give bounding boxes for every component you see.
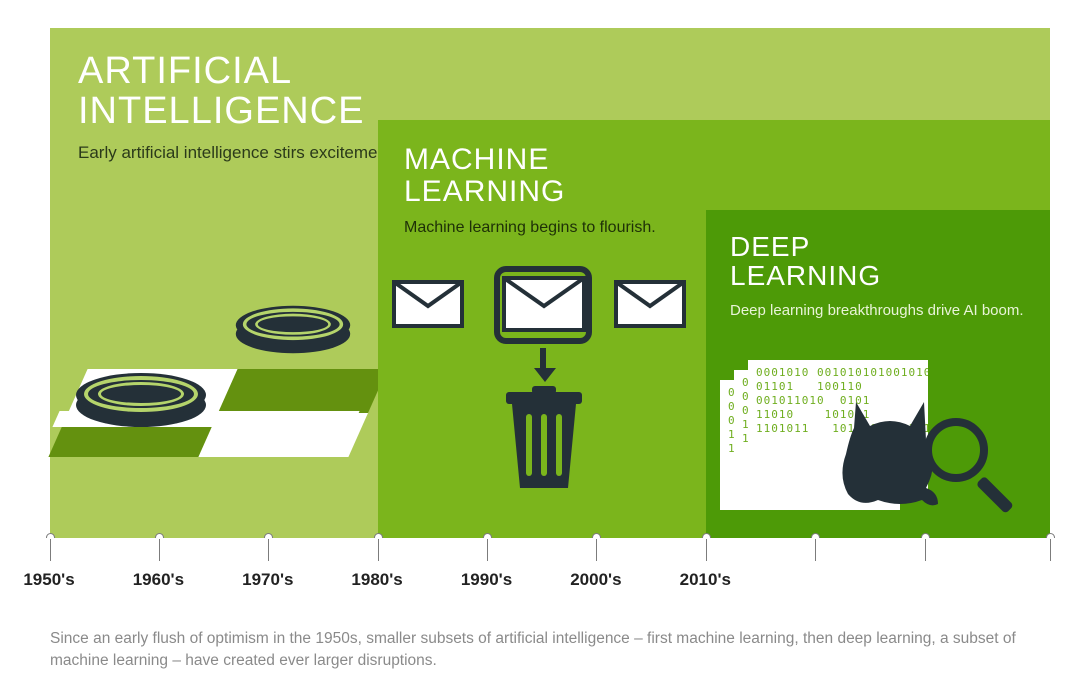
timeline-tick: 1950's (44, 538, 56, 561)
dl-title: DEEP LEARNING (730, 232, 1050, 291)
timeline-axis: 1950's1960's1970's1980's1990's2000's2010… (50, 538, 1050, 608)
timeline-label: 1990's (442, 570, 532, 590)
timeline-label: 1960's (113, 570, 203, 590)
timeline-tick: 1980's (372, 538, 384, 561)
timeline-tick: 1970's (263, 538, 275, 561)
envelope-icon (614, 280, 686, 328)
layer-dl: DEEP LEARNING Deep learning breakthrough… (706, 210, 1050, 538)
timeline-tick (1044, 538, 1056, 561)
timeline-label: 1970's (223, 570, 313, 590)
caption-text: Since an early flush of optimism in the … (50, 628, 1030, 673)
spam-filter-icon (388, 270, 698, 520)
timeline-tick (810, 538, 822, 561)
timeline-tick: 2000's (591, 538, 603, 561)
timeline-tick: 1990's (482, 538, 494, 561)
checkers-icon (68, 243, 368, 493)
timeline-label: 2000's (551, 570, 641, 590)
nested-layers-stage: ARTIFICIAL INTELLIGENCE Early artificial… (50, 28, 1050, 538)
magnifier-icon (924, 418, 1024, 518)
timeline-tick: 1960's (153, 538, 165, 561)
timeline-tick: 2010's (700, 538, 712, 561)
timeline-label: 1950's (4, 570, 94, 590)
timeline-label: 2010's (660, 570, 750, 590)
timeline-label: 1980's (332, 570, 422, 590)
trash-bin-icon (506, 386, 582, 488)
ml-title: MACHINE LEARNING (404, 144, 1050, 207)
timeline-tick (919, 538, 931, 561)
dl-subtitle: Deep learning breakthroughs drive AI boo… (730, 301, 1050, 321)
envelope-icon (392, 280, 464, 328)
deep-learning-icon: 0001010 0010101010010100 01101 100110 00… (720, 360, 1030, 530)
arrow-down-icon (534, 348, 552, 382)
envelope-icon (502, 276, 586, 332)
